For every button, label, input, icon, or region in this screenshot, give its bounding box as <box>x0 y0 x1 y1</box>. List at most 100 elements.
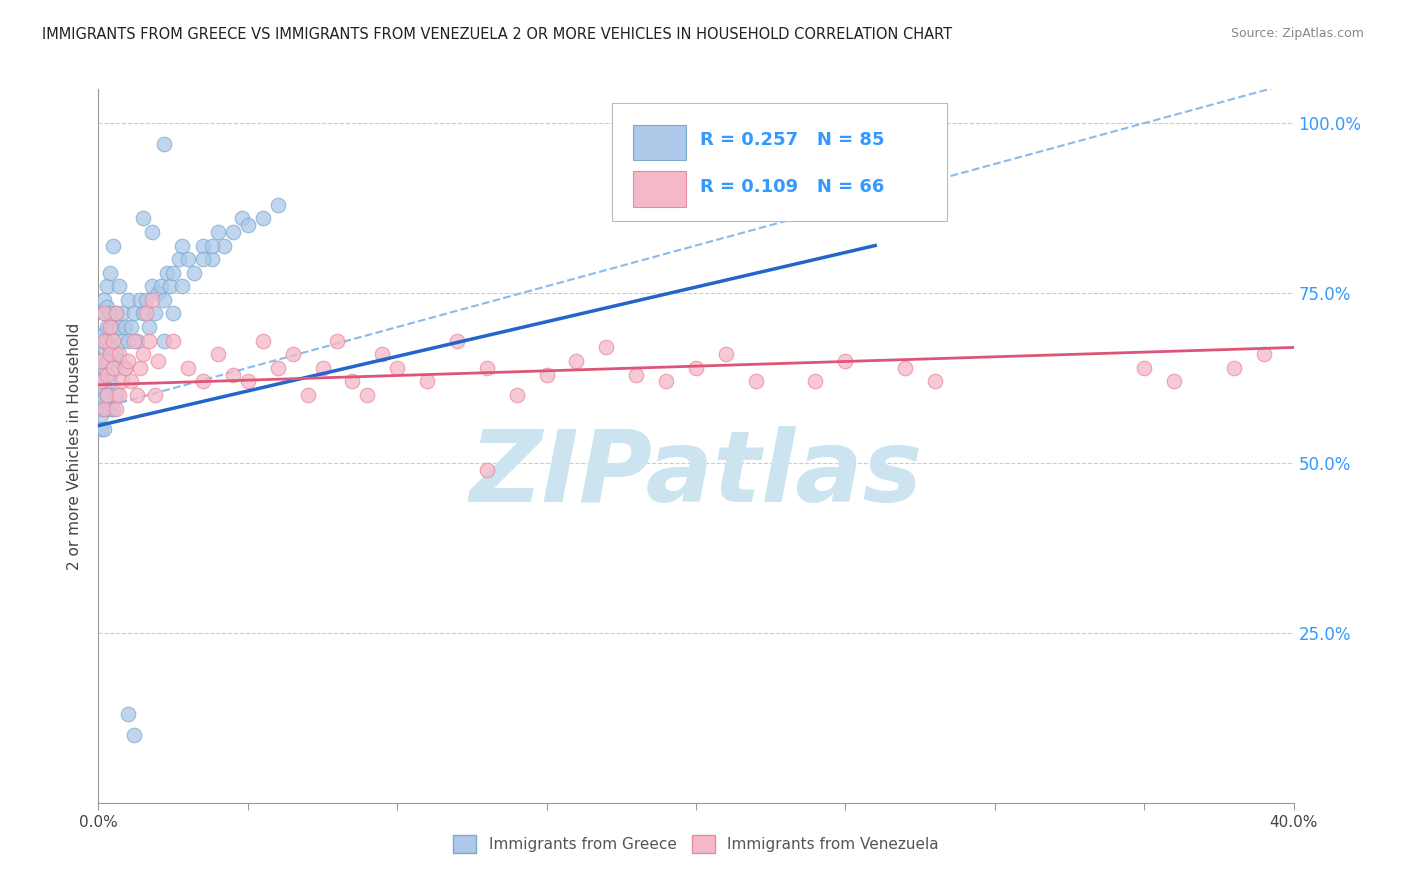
Point <box>96 388 118 402</box>
Point <box>153 334 176 348</box>
Point <box>172 279 194 293</box>
Point <box>90 394 112 409</box>
Point <box>297 388 319 402</box>
Point <box>124 306 146 320</box>
FancyBboxPatch shape <box>613 103 948 221</box>
Point <box>143 388 166 402</box>
Point <box>98 401 122 416</box>
Point <box>132 211 155 226</box>
Point <box>834 354 856 368</box>
Point <box>124 334 146 348</box>
Point <box>96 334 118 348</box>
Point <box>267 198 290 212</box>
Point <box>191 252 214 266</box>
Point <box>150 279 173 293</box>
Point <box>98 347 122 361</box>
Point <box>141 279 163 293</box>
Point <box>159 279 181 293</box>
Point <box>201 238 224 252</box>
Point <box>105 401 128 416</box>
Point <box>267 360 290 375</box>
Point <box>103 401 125 416</box>
Point <box>143 306 166 320</box>
Point <box>93 401 115 416</box>
Point <box>153 293 176 307</box>
Point <box>93 341 115 355</box>
Point <box>114 360 136 375</box>
Text: Source: ZipAtlas.com: Source: ZipAtlas.com <box>1230 27 1364 40</box>
Point <box>191 375 214 389</box>
Point <box>132 306 155 320</box>
Point <box>311 360 333 375</box>
Point <box>162 334 184 348</box>
Point <box>1133 360 1156 375</box>
FancyBboxPatch shape <box>633 125 686 161</box>
Point <box>475 463 498 477</box>
Point <box>252 334 274 348</box>
Point <box>117 354 139 368</box>
Point <box>177 252 200 266</box>
Point <box>117 293 139 307</box>
Point <box>93 334 115 348</box>
Point <box>141 293 163 307</box>
Point <box>111 306 134 320</box>
Point <box>655 375 678 389</box>
Point <box>117 707 139 722</box>
Point <box>177 360 200 375</box>
Point <box>207 347 229 361</box>
Point <box>108 388 131 402</box>
Point <box>191 238 214 252</box>
Point <box>105 306 128 320</box>
Point <box>111 375 134 389</box>
Point <box>120 320 142 334</box>
Point <box>804 375 827 389</box>
Point <box>117 334 139 348</box>
Point <box>90 375 112 389</box>
FancyBboxPatch shape <box>633 171 686 207</box>
Point <box>90 401 112 416</box>
Point <box>103 360 125 375</box>
Point <box>565 354 588 368</box>
Point <box>207 225 229 239</box>
Point <box>153 136 176 151</box>
Point <box>96 320 118 334</box>
Point <box>114 360 136 375</box>
Point <box>96 354 118 368</box>
Point <box>98 266 122 280</box>
Point <box>105 347 128 361</box>
Y-axis label: 2 or more Vehicles in Household: 2 or more Vehicles in Household <box>67 322 83 570</box>
Point <box>141 225 163 239</box>
Point <box>96 401 118 416</box>
Text: R = 0.257   N = 85: R = 0.257 N = 85 <box>700 131 884 149</box>
Point <box>96 300 118 314</box>
Point <box>714 347 737 361</box>
Point <box>105 388 128 402</box>
Point <box>103 238 125 252</box>
Point <box>138 320 160 334</box>
Point <box>156 266 179 280</box>
Point <box>138 334 160 348</box>
Point <box>103 360 125 375</box>
Point <box>626 368 648 382</box>
Point <box>129 293 152 307</box>
Point <box>103 320 125 334</box>
Point <box>93 306 115 320</box>
Point <box>222 368 245 382</box>
Point <box>446 334 468 348</box>
Point <box>183 266 205 280</box>
Point <box>1253 347 1275 361</box>
Point <box>90 354 112 368</box>
Point <box>371 347 394 361</box>
Point <box>148 354 170 368</box>
Point <box>281 347 304 361</box>
Point <box>416 375 439 389</box>
Point <box>745 375 768 389</box>
Point <box>111 334 134 348</box>
Point <box>924 375 946 389</box>
Point <box>475 360 498 375</box>
Point <box>90 368 112 382</box>
Point <box>236 218 259 232</box>
Point <box>124 728 146 742</box>
Point <box>90 388 112 402</box>
Point <box>167 252 190 266</box>
